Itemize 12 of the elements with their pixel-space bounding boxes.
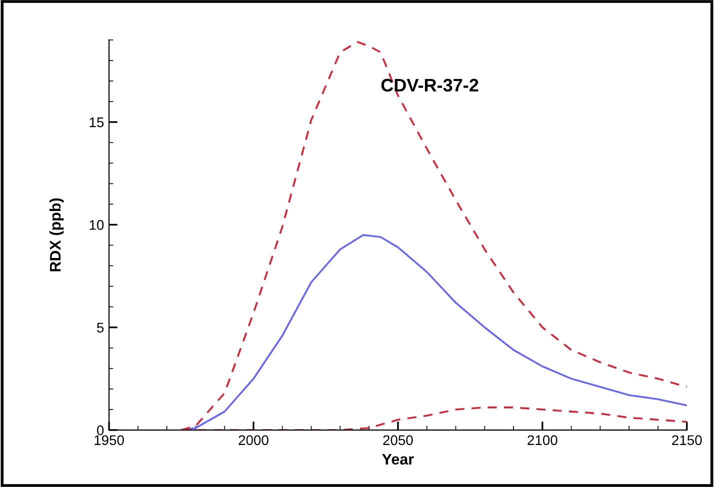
y-tick-label: 10 <box>90 220 104 230</box>
y-tick-label: 0 <box>96 425 104 436</box>
text: CDV-R-37-2 <box>381 78 478 92</box>
x-tick-label: 2100 <box>528 435 558 446</box>
y-axis-title: RDX (ppb) <box>49 198 64 272</box>
x-axis-title: Year <box>382 454 414 465</box>
x-tick-label: 1950 <box>94 435 124 446</box>
y-tick-label: 5 <box>97 322 104 333</box>
x-tick-label: 2050 <box>383 435 413 446</box>
y-tick-label: 15 <box>90 118 104 128</box>
x-tick-label: 2150 <box>672 435 702 446</box>
x-tick-label: 2000 <box>238 435 268 446</box>
